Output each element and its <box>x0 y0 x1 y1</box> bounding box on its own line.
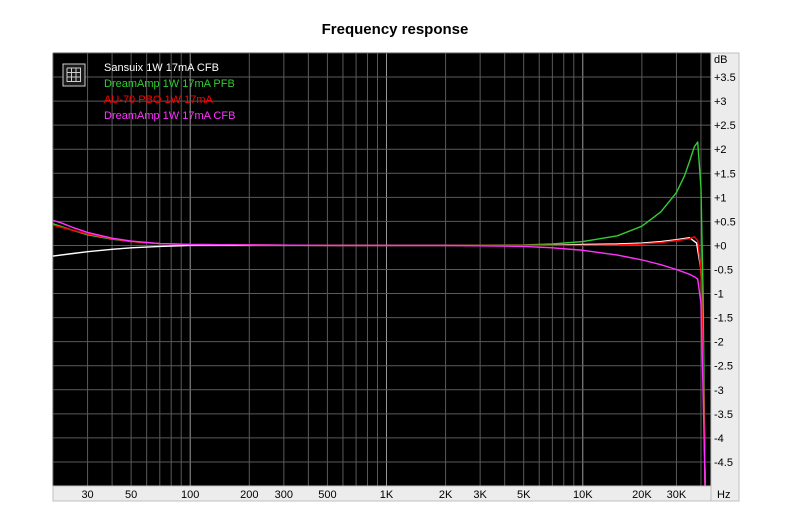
y-tick-label: -4 <box>714 433 724 445</box>
y-tick-label: -4.5 <box>714 457 733 469</box>
legend: Sansuix 1W 17mA CFB DreamAmp 1W 17mA PFB A… <box>62 62 235 122</box>
series-lines <box>52 141 706 487</box>
x-tick-label: 10K <box>573 489 593 501</box>
graph-window-icon <box>62 63 86 87</box>
x-tick-label: 30 <box>81 489 93 501</box>
x-tick-label: 2K <box>439 489 453 501</box>
legend-entry: AU-70 PBO 1W 17mA <box>104 94 213 106</box>
y-tick-label: -3 <box>714 385 724 397</box>
y-tick-label: +0 <box>714 240 727 252</box>
x-tick-label: 300 <box>275 489 293 501</box>
y-tick-label: +1.5 <box>714 168 736 180</box>
series-line-4 <box>52 219 706 487</box>
y-tick-label: -1.5 <box>714 313 733 325</box>
y-tick-label: +0.5 <box>714 216 736 228</box>
x-tick-label: 500 <box>318 489 336 501</box>
x-tick-label: 5K <box>517 489 531 501</box>
legend-entry: DreamAmp 1W 17mA CFB <box>104 110 235 122</box>
x-tick-label: 1K <box>380 489 394 501</box>
legend-entry: Sansuix 1W 17mA CFB <box>104 62 219 74</box>
y-tick-label: +3.5 <box>714 72 736 84</box>
y-tick-label: -1 <box>714 289 724 301</box>
legend-entry: DreamAmp 1W 17mA PFB <box>104 78 235 90</box>
y-tick-label: +2 <box>714 144 727 156</box>
y-tick-label: -0.5 <box>714 265 733 277</box>
x-tick-label: 30K <box>667 489 687 501</box>
y-axis-band <box>710 52 740 502</box>
y-tick-label: -3.5 <box>714 409 733 421</box>
x-tick-label: 200 <box>240 489 258 501</box>
y-tick-label: -2.5 <box>714 361 733 373</box>
axes: 30 50 100 200 300 500 1K 2K 3K 5K 10K 20K 30K Hz dB +3.… <box>52 52 740 502</box>
y-tick-label: +1 <box>714 192 727 204</box>
legend-icon-frame <box>62 63 86 87</box>
x-tick-label: 3K <box>473 489 487 501</box>
x-tick-label: 50 <box>125 489 137 501</box>
x-tick-label: 20K <box>632 489 652 501</box>
grid <box>52 52 711 487</box>
x-tick-label: 100 <box>181 489 199 501</box>
y-tick-label: +3 <box>714 96 727 108</box>
y-tick-label: -2 <box>714 337 724 349</box>
y-axis-unit: dB <box>714 54 727 66</box>
x-axis-unit: Hz <box>717 489 730 501</box>
chart-title: Frequency response <box>321 21 469 38</box>
y-tick-label: +2.5 <box>714 120 736 132</box>
